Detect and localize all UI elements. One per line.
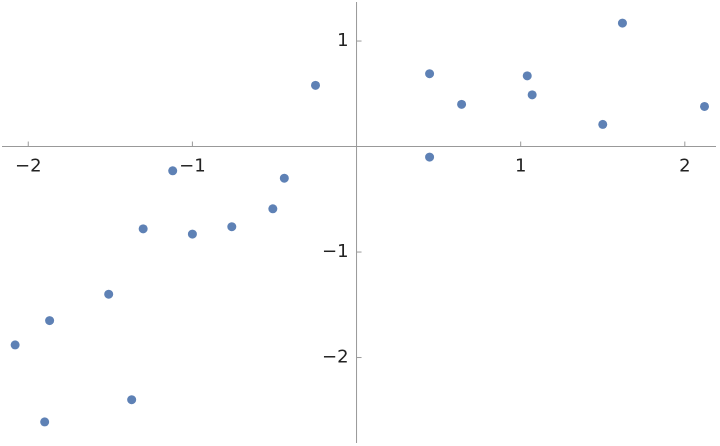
- point: [127, 395, 137, 405]
- point: [522, 71, 532, 81]
- point: [457, 99, 467, 109]
- point: [40, 417, 50, 427]
- point: [268, 204, 278, 214]
- y-tick-label: −2: [322, 347, 349, 368]
- y-tick-label: 1: [337, 30, 348, 51]
- point: [425, 69, 435, 79]
- point: [138, 224, 148, 234]
- point: [168, 166, 178, 176]
- x-tick-label: 2: [679, 156, 690, 177]
- point: [104, 289, 114, 299]
- point: [425, 152, 435, 162]
- x-tick-label: −2: [15, 156, 42, 177]
- point: [617, 18, 627, 28]
- point: [187, 229, 197, 239]
- x-tick-label: 1: [515, 156, 526, 177]
- y-tick-label: −1: [322, 241, 349, 262]
- point: [45, 316, 55, 326]
- point: [527, 90, 537, 100]
- point: [598, 119, 608, 129]
- point: [700, 101, 710, 111]
- point: [227, 222, 237, 232]
- point: [311, 80, 321, 90]
- point: [10, 340, 20, 350]
- point: [279, 173, 289, 183]
- x-tick-label: −1: [179, 156, 206, 177]
